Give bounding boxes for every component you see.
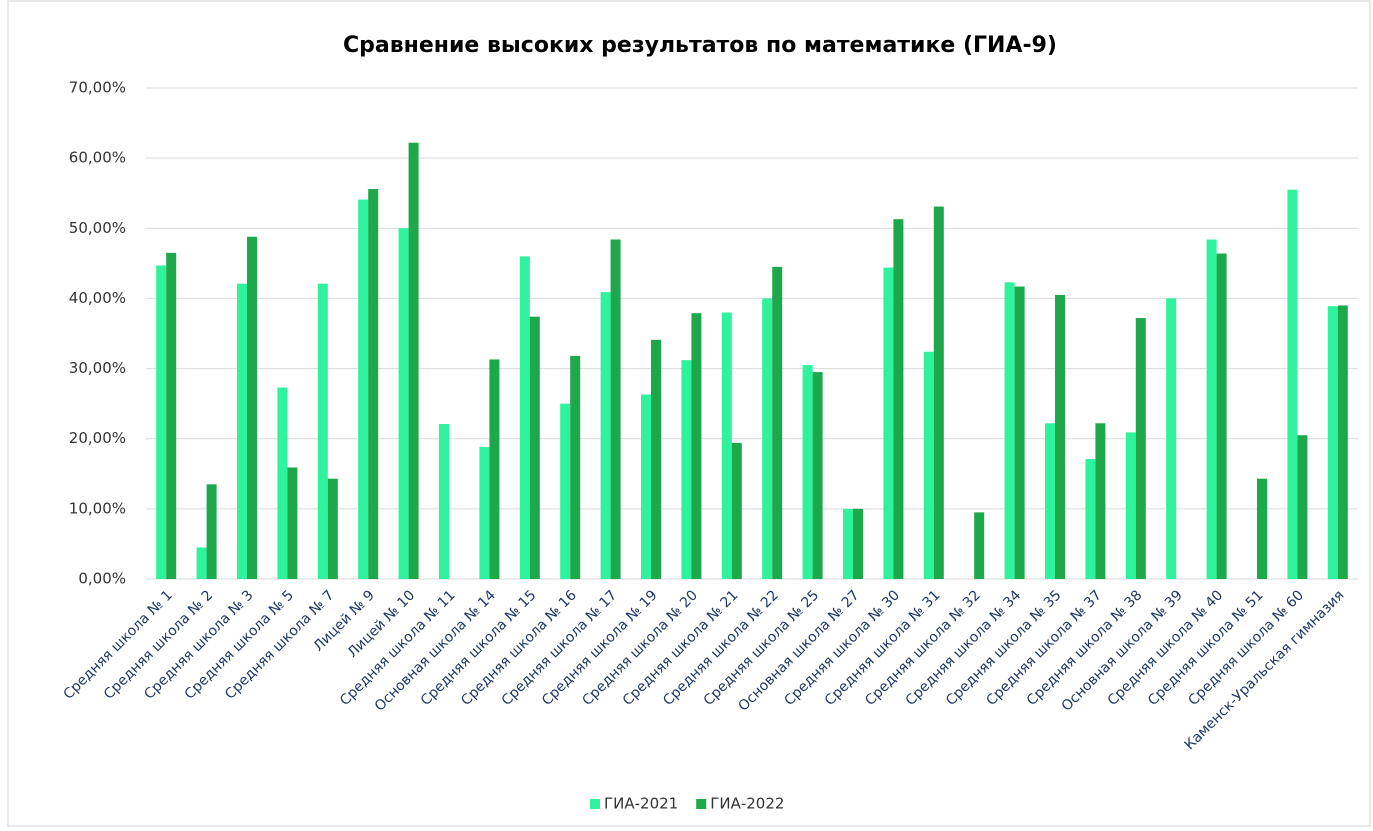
bar xyxy=(570,355,581,579)
bar xyxy=(731,442,742,579)
bar xyxy=(893,219,904,579)
bar xyxy=(1297,435,1308,579)
bar xyxy=(529,316,540,579)
bar xyxy=(206,484,217,579)
bar xyxy=(1135,318,1146,579)
y-tick-label: 60,00% xyxy=(69,149,126,167)
bar xyxy=(721,312,732,579)
bar xyxy=(600,292,611,579)
bar xyxy=(1337,305,1348,579)
y-tick-label: 0,00% xyxy=(78,570,126,588)
bar xyxy=(883,267,894,579)
bar xyxy=(1257,478,1267,579)
bar xyxy=(408,142,419,579)
legend-swatch xyxy=(590,799,600,809)
y-tick-label: 50,00% xyxy=(69,219,126,237)
bar xyxy=(489,359,500,579)
bar xyxy=(1216,253,1227,579)
bar xyxy=(1095,423,1106,579)
bar xyxy=(166,252,177,580)
y-tick-label: 70,00% xyxy=(69,79,126,97)
bar xyxy=(519,256,530,579)
bar xyxy=(933,206,944,579)
bar xyxy=(762,298,773,579)
bar xyxy=(398,228,409,580)
bar xyxy=(317,283,328,579)
bar xyxy=(247,236,257,579)
bar xyxy=(641,394,651,579)
bar xyxy=(812,372,823,579)
bar xyxy=(1085,459,1096,579)
bar xyxy=(368,189,379,579)
bar xyxy=(1166,298,1177,579)
bar xyxy=(287,467,298,579)
bar xyxy=(277,387,288,579)
bar xyxy=(923,351,934,579)
bar xyxy=(843,508,853,579)
y-tick-label: 40,00% xyxy=(69,289,126,307)
y-tick-label: 30,00% xyxy=(69,359,126,377)
legend-swatch xyxy=(696,799,707,809)
bar xyxy=(1045,423,1055,579)
bar xyxy=(196,547,207,579)
y-tick-label: 10,00% xyxy=(69,499,126,517)
bar xyxy=(691,313,702,579)
legend-label: ГИА-2022 xyxy=(710,795,784,813)
bar xyxy=(853,508,863,579)
bar xyxy=(439,423,449,579)
bar xyxy=(681,360,692,579)
bar xyxy=(1004,282,1015,579)
bar xyxy=(479,447,490,579)
bar xyxy=(1055,294,1065,579)
bar xyxy=(1014,286,1025,579)
y-tick-label: 20,00% xyxy=(69,429,126,447)
bar xyxy=(651,339,661,579)
bar xyxy=(237,283,247,579)
bar xyxy=(1287,189,1298,579)
chart-title: Сравнение высоких результатов по математ… xyxy=(343,33,1057,58)
bar xyxy=(358,199,369,579)
bar xyxy=(974,512,985,579)
bar xyxy=(772,266,783,579)
bar xyxy=(610,239,621,579)
bar xyxy=(1206,239,1217,579)
bar xyxy=(327,478,338,579)
bar xyxy=(156,265,167,579)
bar xyxy=(1327,306,1338,579)
bar xyxy=(560,403,571,579)
bar xyxy=(1125,432,1136,579)
bar xyxy=(802,365,813,579)
legend-label: ГИА-2021 xyxy=(604,795,678,813)
